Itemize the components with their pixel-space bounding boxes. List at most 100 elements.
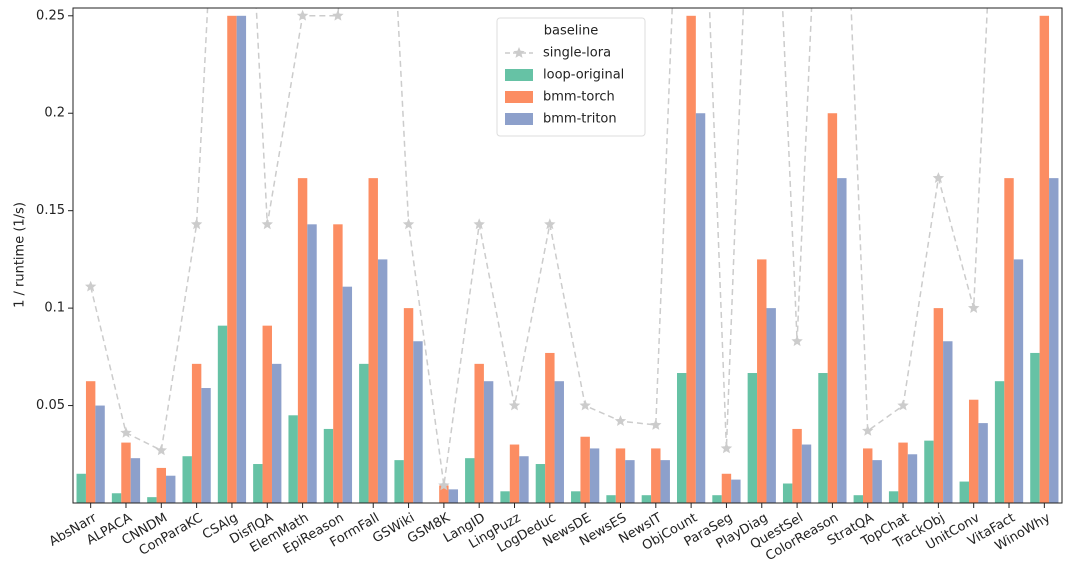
bar (377, 259, 388, 503)
y-tick-label: 0.2 (44, 106, 65, 121)
bar (959, 481, 969, 503)
legend-label: bmm-triton (543, 112, 617, 127)
bar (253, 464, 263, 503)
bar (978, 423, 988, 503)
bar (1013, 259, 1024, 503)
bar (641, 495, 652, 503)
bar (130, 458, 141, 503)
y-axis-label: 1 / runtime (1/s) (13, 202, 28, 308)
bar (968, 399, 979, 503)
bar (483, 381, 494, 503)
legend-marker (513, 47, 525, 58)
line-marker (897, 399, 909, 411)
bar (535, 464, 546, 503)
bar (943, 341, 953, 503)
bar (686, 15, 696, 503)
line-marker (791, 335, 803, 347)
bar (121, 442, 131, 503)
bar (571, 491, 581, 503)
bar (606, 495, 616, 503)
bar (933, 308, 944, 503)
line-marker (720, 442, 733, 454)
line-marker (614, 415, 627, 426)
bar (201, 388, 211, 503)
legend-box (496, 17, 646, 137)
line (89, 8, 989, 486)
bar (156, 467, 167, 503)
line-marker (650, 419, 662, 430)
bar (217, 325, 228, 503)
bar (994, 381, 1005, 503)
bar (625, 460, 635, 503)
bar (863, 448, 873, 503)
bar (191, 363, 202, 503)
bar (1039, 15, 1050, 503)
bar (166, 475, 176, 503)
bar (747, 373, 758, 503)
bar (262, 325, 272, 503)
line-marker (508, 399, 521, 411)
line-marker (155, 444, 167, 456)
legend-title: baseline (544, 24, 598, 39)
line-marker (968, 302, 980, 313)
bar (85, 381, 96, 503)
bar (323, 428, 334, 503)
axes-frame (72, 7, 1063, 504)
bar (147, 497, 157, 503)
bar (792, 428, 802, 503)
bar (465, 458, 475, 503)
plot-area (76, 8, 1059, 503)
bar (651, 448, 661, 503)
bar (227, 15, 237, 503)
bar (676, 373, 687, 503)
legend-label: bmm-torch (543, 90, 615, 105)
bar (872, 460, 882, 503)
bar (907, 454, 918, 503)
bar (757, 259, 767, 503)
bar (554, 381, 564, 503)
line-marker (862, 424, 874, 436)
bar (236, 15, 247, 503)
line-marker (332, 9, 344, 21)
y-tick-label: 0.15 (36, 203, 65, 218)
line-marker (261, 218, 273, 230)
line-marker (190, 218, 203, 230)
line-marker (473, 218, 485, 230)
bar (712, 495, 722, 503)
bar (439, 485, 449, 503)
bar (509, 444, 520, 503)
bar (519, 456, 529, 503)
bar (545, 352, 555, 503)
bar (782, 483, 793, 503)
bar (1004, 178, 1014, 503)
legend-label: loop-original (543, 68, 624, 83)
line-marker (932, 172, 945, 183)
bar (500, 491, 510, 503)
y-tick-label: 0.05 (36, 398, 65, 413)
bar (924, 440, 934, 503)
bar (76, 473, 86, 503)
line-marker (579, 399, 591, 411)
bar (297, 178, 308, 503)
bar (695, 113, 706, 503)
bar (111, 493, 122, 503)
bar (1030, 352, 1040, 503)
bar (368, 178, 378, 503)
bar (888, 491, 899, 503)
legend-label: single-lora (543, 46, 611, 61)
bar (95, 405, 105, 503)
line-marker (85, 280, 97, 292)
bar (660, 460, 670, 503)
bar (448, 489, 459, 503)
bar (837, 178, 847, 503)
bar (766, 308, 776, 503)
bar (827, 113, 838, 503)
bar (801, 444, 812, 503)
y-tick-label: 0.1 (44, 301, 65, 316)
bar (615, 448, 626, 503)
bar (403, 308, 414, 503)
bar (1049, 178, 1059, 503)
bar (589, 448, 600, 503)
bar (182, 456, 192, 503)
